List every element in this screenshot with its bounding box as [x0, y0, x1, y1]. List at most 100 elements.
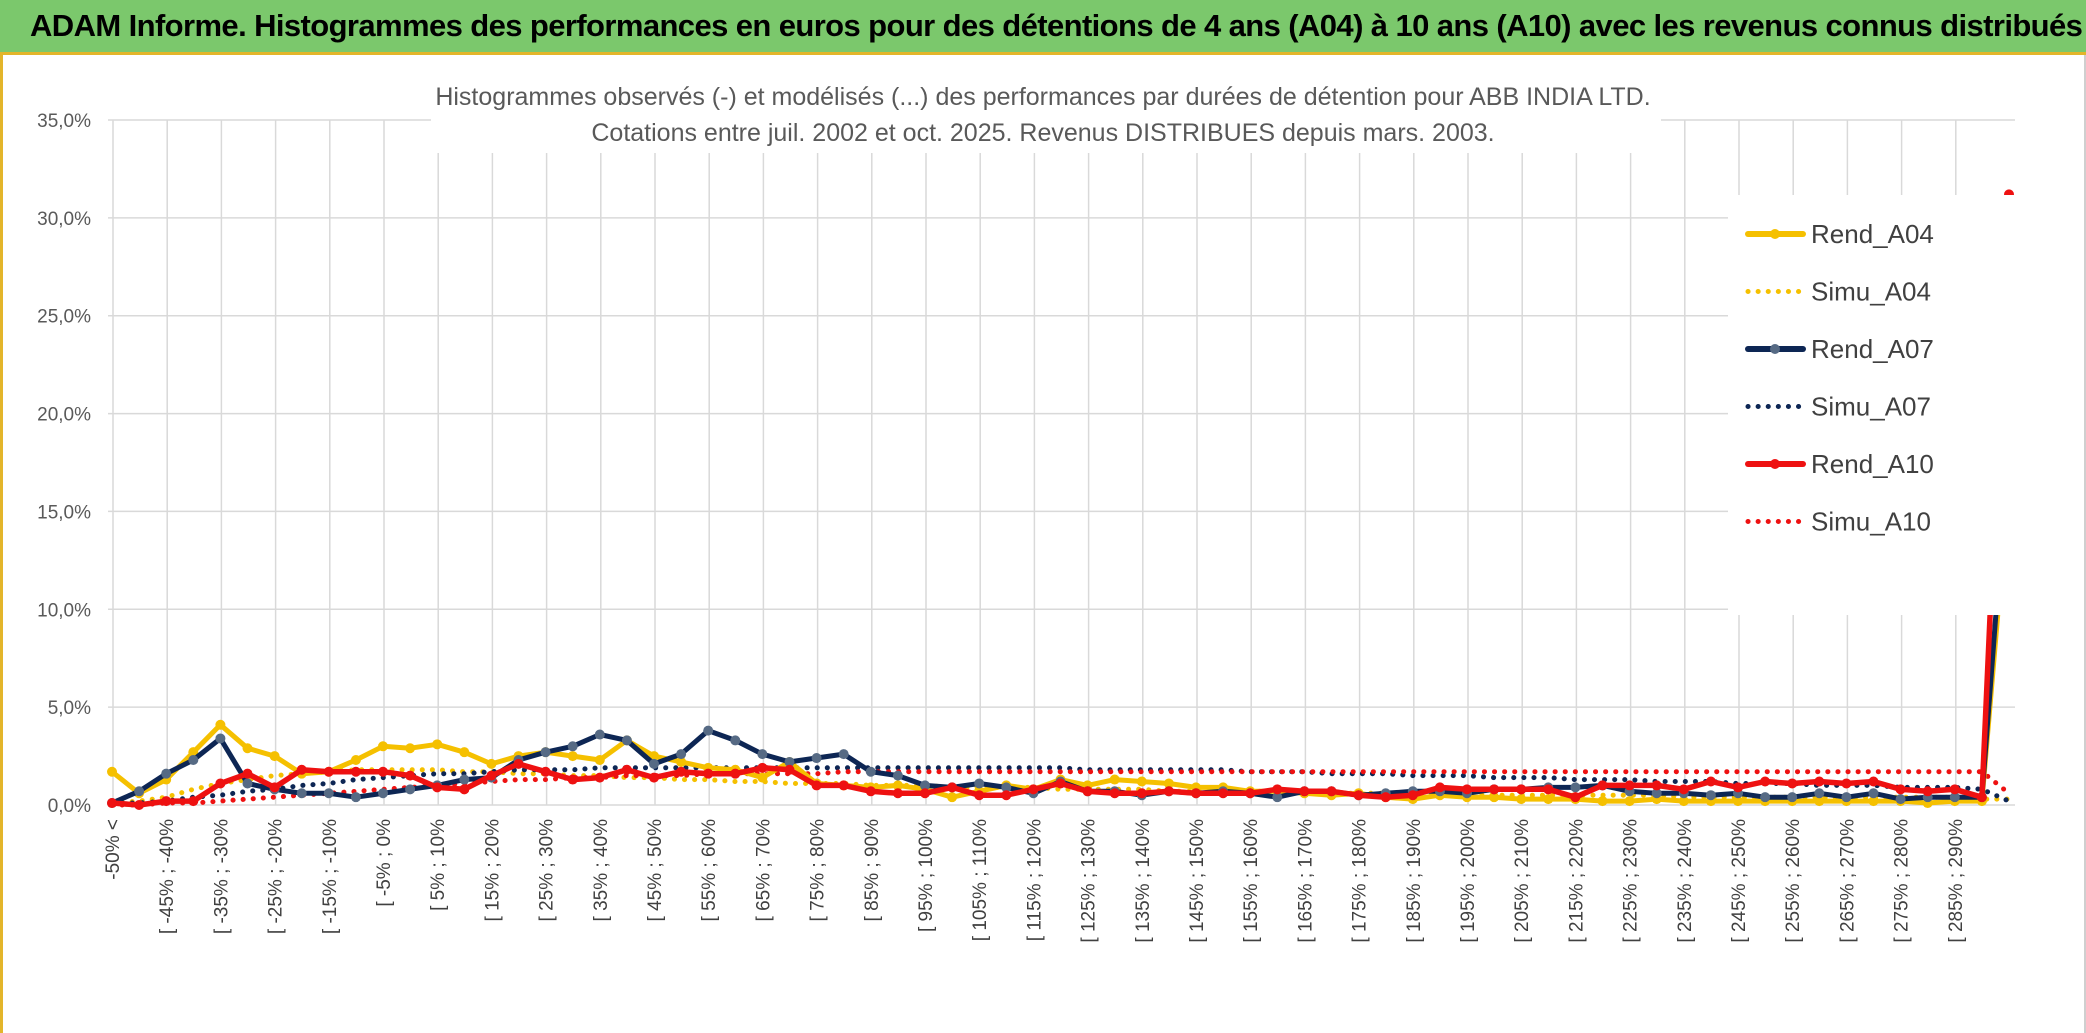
data-point-rend-a04: [486, 758, 497, 769]
data-point-rend-a04: [1516, 794, 1527, 805]
legend-label-simu-a10: Simu_A10: [1811, 507, 1931, 537]
data-point-rend-a04: [405, 743, 416, 754]
data-point-rend-a04: [1678, 796, 1689, 807]
x-tick-label: [ 75% ; 80%: [808, 819, 829, 922]
x-tick-label: [ 285% ; 290%: [1946, 819, 1967, 943]
data-point-rend-a07: [920, 780, 930, 791]
data-point-rend-a07: [676, 749, 687, 760]
data-point-rend-a10: [1163, 786, 1174, 797]
data-point-rend-a10: [242, 768, 253, 779]
data-point-rend-a10: [1733, 782, 1743, 793]
data-point-rend-a07: [838, 749, 849, 760]
data-point-rend-a10: [1868, 776, 1879, 787]
data-point-rend-a07: [892, 770, 903, 781]
x-tick-label: [ -15% ; -10%: [320, 819, 341, 934]
data-point-rend-a10: [1136, 788, 1147, 799]
data-point-rend-a10: [567, 774, 578, 785]
data-point-rend-a10: [107, 798, 117, 809]
data-point-rend-a10: [540, 766, 551, 777]
data-point-rend-a10: [1814, 776, 1825, 787]
x-tick-label: [ 205% ; 210%: [1512, 819, 1533, 943]
data-point-rend-a10: [188, 796, 199, 807]
data-point-rend-a07: [649, 758, 659, 769]
x-tick-label: [ 245% ; 250%: [1729, 819, 1750, 943]
y-tick-label: 20,0%: [37, 405, 91, 426]
data-point-rend-a10: [974, 790, 985, 801]
data-point-rend-a04: [188, 747, 199, 758]
data-point-rend-a07: [1272, 792, 1283, 803]
data-point-rend-a07: [784, 756, 795, 767]
title-background: [431, 77, 1661, 153]
data-point-rend-a07: [594, 729, 605, 740]
data-point-rend-a04: [350, 754, 361, 765]
histogram-chart: Histogrammes observés (-) et modélisés (…: [37, 77, 2018, 943]
data-point-rend-a10: [432, 782, 443, 793]
data-point-rend-a10: [1570, 792, 1581, 803]
data-point-rend-a04: [1597, 796, 1608, 807]
gridlines: [108, 119, 2015, 806]
y-axis-ticks: 0,0% 5,0% 10,0% 15,0% 20,0% 25,0% 30,0% 35,0%: [37, 111, 91, 817]
x-tick-label: [ -25% ; -20%: [266, 819, 287, 934]
data-point-rend-a10: [1976, 792, 1987, 803]
series-line-rend-a10: [109, 191, 2012, 808]
data-point-rend-a10: [947, 782, 958, 793]
data-point-rend-a10: [1272, 784, 1283, 795]
data-point-rend-a04: [676, 756, 687, 767]
y-tick-label: 5,0%: [48, 698, 91, 719]
data-point-rend-a10: [1353, 790, 1364, 801]
x-tick-label: [ -45% ; -40%: [157, 819, 178, 934]
data-point-rend-a07: [134, 786, 145, 797]
data-point-rend-a10: [323, 766, 334, 777]
x-tick-label: [ -35% ; -30%: [211, 819, 232, 934]
x-tick-label: [ 95% ; 100%: [916, 819, 937, 932]
data-point-rend-a10: [1462, 784, 1472, 795]
legend-marker: [1770, 459, 1780, 469]
chart-title: Histogrammes observés (-) et modélisés (…: [435, 83, 1650, 111]
data-point-rend-a10: [269, 782, 280, 793]
data-point-rend-a10: [1380, 792, 1391, 803]
data-point-rend-a07: [1868, 788, 1879, 799]
data-point-rend-a10: [215, 778, 226, 789]
data-point-rend-a10: [649, 772, 659, 783]
y-tick-label: 0,0%: [48, 796, 91, 817]
data-point-rend-a10: [1489, 784, 1500, 795]
data-point-rend-a10: [1055, 778, 1066, 789]
data-point-rend-a07: [540, 747, 551, 758]
data-point-rend-a10: [1001, 790, 1012, 801]
data-point-rend-a07: [459, 774, 470, 785]
data-point-rend-a07: [567, 741, 578, 752]
data-point-rend-a10: [1624, 780, 1635, 791]
data-point-rend-a10: [1949, 784, 1960, 795]
x-tick-label: [ 5% ; 10%: [428, 819, 449, 911]
x-tick-label: [ 225% ; 230%: [1621, 819, 1642, 943]
data-point-rend-a10: [1082, 786, 1093, 797]
x-tick-label: [ 235% ; 240%: [1675, 819, 1696, 943]
data-point-rend-a07: [1570, 782, 1581, 793]
data-point-rend-a07: [1895, 794, 1906, 805]
data-point-rend-a07: [757, 749, 768, 760]
data-point-rend-a10: [757, 762, 768, 773]
data-point-rend-a10: [730, 768, 741, 779]
data-point-rend-a10: [1191, 788, 1201, 799]
data-point-rend-a07: [378, 788, 388, 799]
data-point-rend-a10: [892, 788, 903, 799]
data-point-rend-a10: [296, 764, 307, 775]
data-point-rend-a04: [567, 751, 578, 762]
data-point-rend-a10: [621, 764, 632, 775]
data-point-rend-a07: [730, 735, 741, 746]
data-point-rend-a10: [1705, 776, 1716, 787]
data-point-rend-a07: [1814, 788, 1825, 799]
chart-subtitle: Cotations entre juil. 2002 et oct. 2025.…: [591, 119, 1494, 147]
data-point-rend-a07: [215, 733, 226, 744]
data-point-rend-a10: [1245, 788, 1256, 799]
y-tick-label: 15,0%: [37, 502, 91, 523]
x-tick-label: [ 185% ; 190%: [1404, 819, 1425, 943]
data-point-rend-a10: [1543, 784, 1554, 795]
legend-label-rend-a04: Rend_A04: [1811, 219, 1934, 249]
data-point-rend-a10: [1787, 778, 1798, 789]
y-tick-label: 10,0%: [37, 600, 91, 621]
legend-label-simu-a07: Simu_A07: [1811, 392, 1931, 422]
data-point-rend-a10: [1651, 780, 1662, 791]
x-tick-label: [ 265% ; 270%: [1837, 819, 1858, 943]
data-point-rend-a07: [1705, 790, 1716, 801]
